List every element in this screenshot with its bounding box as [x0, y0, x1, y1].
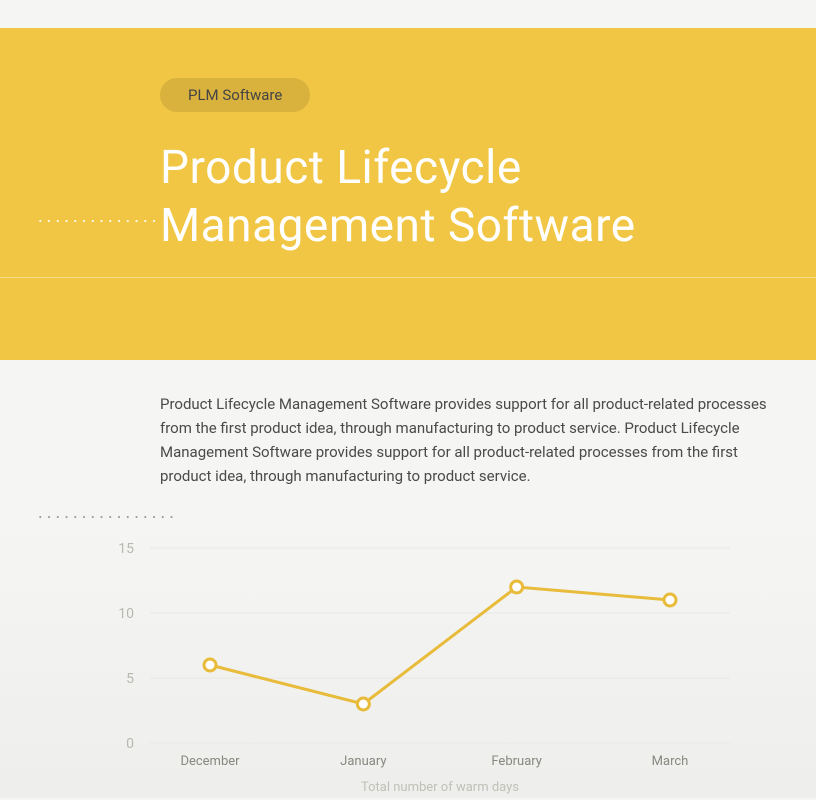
page-title: Product Lifecycle Management Software: [160, 140, 776, 255]
decorative-dots-chart: ................: [38, 502, 178, 523]
y-tick-label: 10: [118, 606, 134, 622]
hero-section: .............. PLM Software Product Life…: [0, 28, 816, 360]
y-tick-label: 5: [126, 671, 134, 687]
x-tick-label: December: [180, 754, 240, 769]
x-tick-label: February: [491, 754, 542, 769]
chart-series-line: [210, 587, 670, 704]
x-tick-label: January: [340, 754, 386, 769]
chart-caption: Total number of warm days: [361, 780, 519, 795]
chart-section: 0 5 10 15 December January February March Total …: [0, 528, 816, 798]
chart-marker: [357, 698, 369, 710]
y-tick-label: 15: [118, 541, 134, 557]
content-section: Product Lifecycle Management Software pr…: [0, 360, 816, 488]
x-tick-label: March: [652, 754, 689, 769]
chart-marker: [204, 659, 216, 671]
chart-marker: [664, 594, 676, 606]
description-text: Product Lifecycle Management Software pr…: [160, 392, 776, 488]
y-tick-label: 0: [126, 736, 134, 752]
chart-marker: [511, 581, 523, 593]
hero-divider: [0, 277, 816, 278]
category-badge: PLM Software: [160, 78, 310, 112]
decorative-dots-hero: ..............: [38, 206, 160, 227]
line-chart: 0 5 10 15 December January February March Total …: [90, 528, 750, 798]
top-spacer: [0, 0, 816, 28]
